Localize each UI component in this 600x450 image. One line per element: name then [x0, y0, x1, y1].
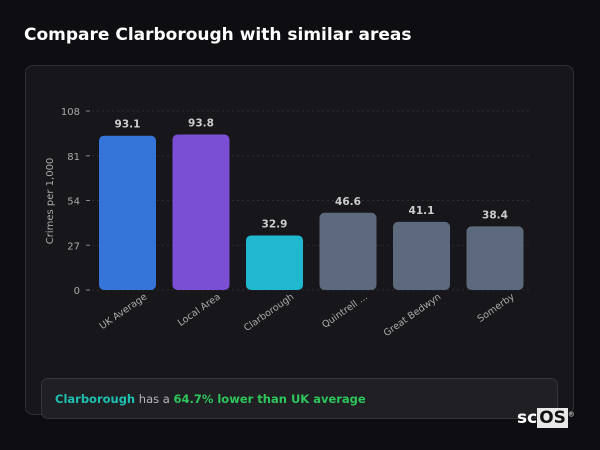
bar	[319, 212, 377, 290]
summary-comparison: 64.7% lower than UK average	[173, 392, 366, 406]
x-tick-label: Somerby	[476, 291, 517, 325]
y-tick-label: 108	[61, 107, 80, 118]
x-tick-label: Great Bedwyn	[382, 291, 443, 339]
bar	[99, 135, 156, 290]
data-label: 32.9	[262, 218, 288, 230]
bar	[246, 235, 303, 290]
logo: sc OS ®	[517, 408, 575, 428]
bar	[172, 134, 230, 290]
data-label: 93.8	[188, 118, 214, 130]
x-tick-label: Quintrell ...	[320, 291, 370, 330]
summary-connector: has a	[135, 392, 174, 406]
bar	[466, 226, 524, 290]
x-tick-label: Clarborough	[242, 291, 296, 334]
data-label: 41.1	[409, 205, 435, 217]
bar	[393, 221, 450, 290]
y-tick-label: 81	[67, 152, 80, 163]
summary-box: Clarborough has a 64.7% lower than UK av…	[41, 378, 558, 419]
page-title: Compare Clarborough with similar areas	[24, 25, 412, 45]
y-axis-label: Crimes per 1,000	[45, 158, 56, 245]
x-tick-label: UK Average	[98, 291, 150, 332]
summary-area: Clarborough	[55, 392, 136, 406]
x-tick-label: Local Area	[176, 291, 223, 328]
data-label: 46.6	[335, 196, 361, 208]
y-tick-label: 27	[67, 241, 80, 252]
y-tick-label: 54	[67, 197, 80, 208]
y-tick-label: 0	[74, 286, 80, 297]
data-label: 38.4	[482, 209, 508, 221]
data-label: 93.1	[115, 119, 141, 131]
